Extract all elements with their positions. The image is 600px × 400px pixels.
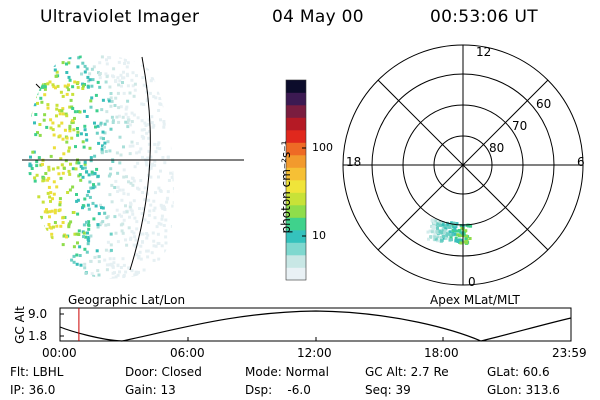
geo-tick-mark [35, 83, 41, 89]
time-tick-1800: 18:00 [424, 346, 459, 360]
colorbar-cell [286, 192, 306, 206]
geographic-caption: Geographic Lat/Lon [68, 293, 186, 307]
mlt-label-6: 6 [577, 155, 585, 169]
altitude-y-title: GC Alt [13, 306, 27, 344]
colorbar-cell [286, 92, 306, 106]
time-tick-0000: 00:00 [42, 346, 77, 360]
polar-axis-diagonal-2 [377, 79, 549, 251]
colorbar-cell [286, 230, 306, 243]
colorbar-cell [286, 130, 306, 143]
mlt-label-0: 0 [468, 275, 476, 289]
colorbar-cell [286, 105, 306, 118]
glon-readout: GLon: 313.6 [487, 383, 560, 397]
instrument-title: Ultraviolet Imager [40, 7, 200, 27]
apex-caption: Apex MLat/MLT [430, 293, 520, 307]
colorbar-cell [286, 217, 306, 231]
colorbar-frame [285, 79, 307, 281]
colorbar-cell [286, 155, 306, 168]
mlt-label-18: 18 [346, 155, 362, 169]
time-tick-2359: 23:59 [552, 346, 587, 360]
seq-readout: Seq: 39 [365, 383, 411, 397]
colorbar-cell [286, 117, 306, 131]
time-label: 00:53:06 UT [430, 7, 538, 27]
dsp-readout: Dsp: -6.0 [245, 383, 311, 397]
lat-label-70: 70 [512, 119, 528, 133]
colorbar-cell [286, 80, 306, 93]
colorbar-cell [286, 205, 306, 218]
filter-readout: Flt: LBHL [10, 365, 64, 379]
gc-alt-readout: GC Alt: 2.7 Re [365, 365, 449, 379]
lat-label-80: 80 [489, 141, 505, 155]
time-tick-1200: 12:00 [297, 346, 332, 360]
altitude-y-tick-1-8: 1.8 [28, 329, 48, 343]
colorbar-cell [286, 242, 306, 256]
mode-readout: Mode: Normal [245, 365, 329, 379]
ip-readout: IP: 36.0 [10, 383, 56, 397]
colorbar-cell [286, 267, 306, 281]
geo-terminator-line [129, 56, 151, 271]
glat-readout: GLat: 60.6 [487, 365, 550, 379]
colorbar-tick-10: 10 [312, 229, 326, 242]
lat-label-60: 60 [536, 97, 552, 111]
polar-auroral-blob [426, 218, 473, 245]
altitude-plot-frame [59, 307, 572, 342]
door-readout: Door: Closed [125, 365, 202, 379]
colorbar-cell [286, 180, 306, 193]
colorbar-tick-100: 100 [312, 141, 333, 154]
altitude-curve [59, 310, 572, 342]
altitude-y-tick-9: 9.0 [28, 307, 48, 321]
gain-readout: Gain: 13 [125, 383, 176, 397]
date-label: 04 May 00 [272, 7, 364, 27]
colorbar-cell [286, 167, 306, 181]
colorbar-cell [286, 255, 306, 268]
mlt-label-12: 12 [476, 45, 492, 59]
time-tick-0600: 06:00 [170, 346, 205, 360]
colorbar-cell [286, 142, 306, 156]
